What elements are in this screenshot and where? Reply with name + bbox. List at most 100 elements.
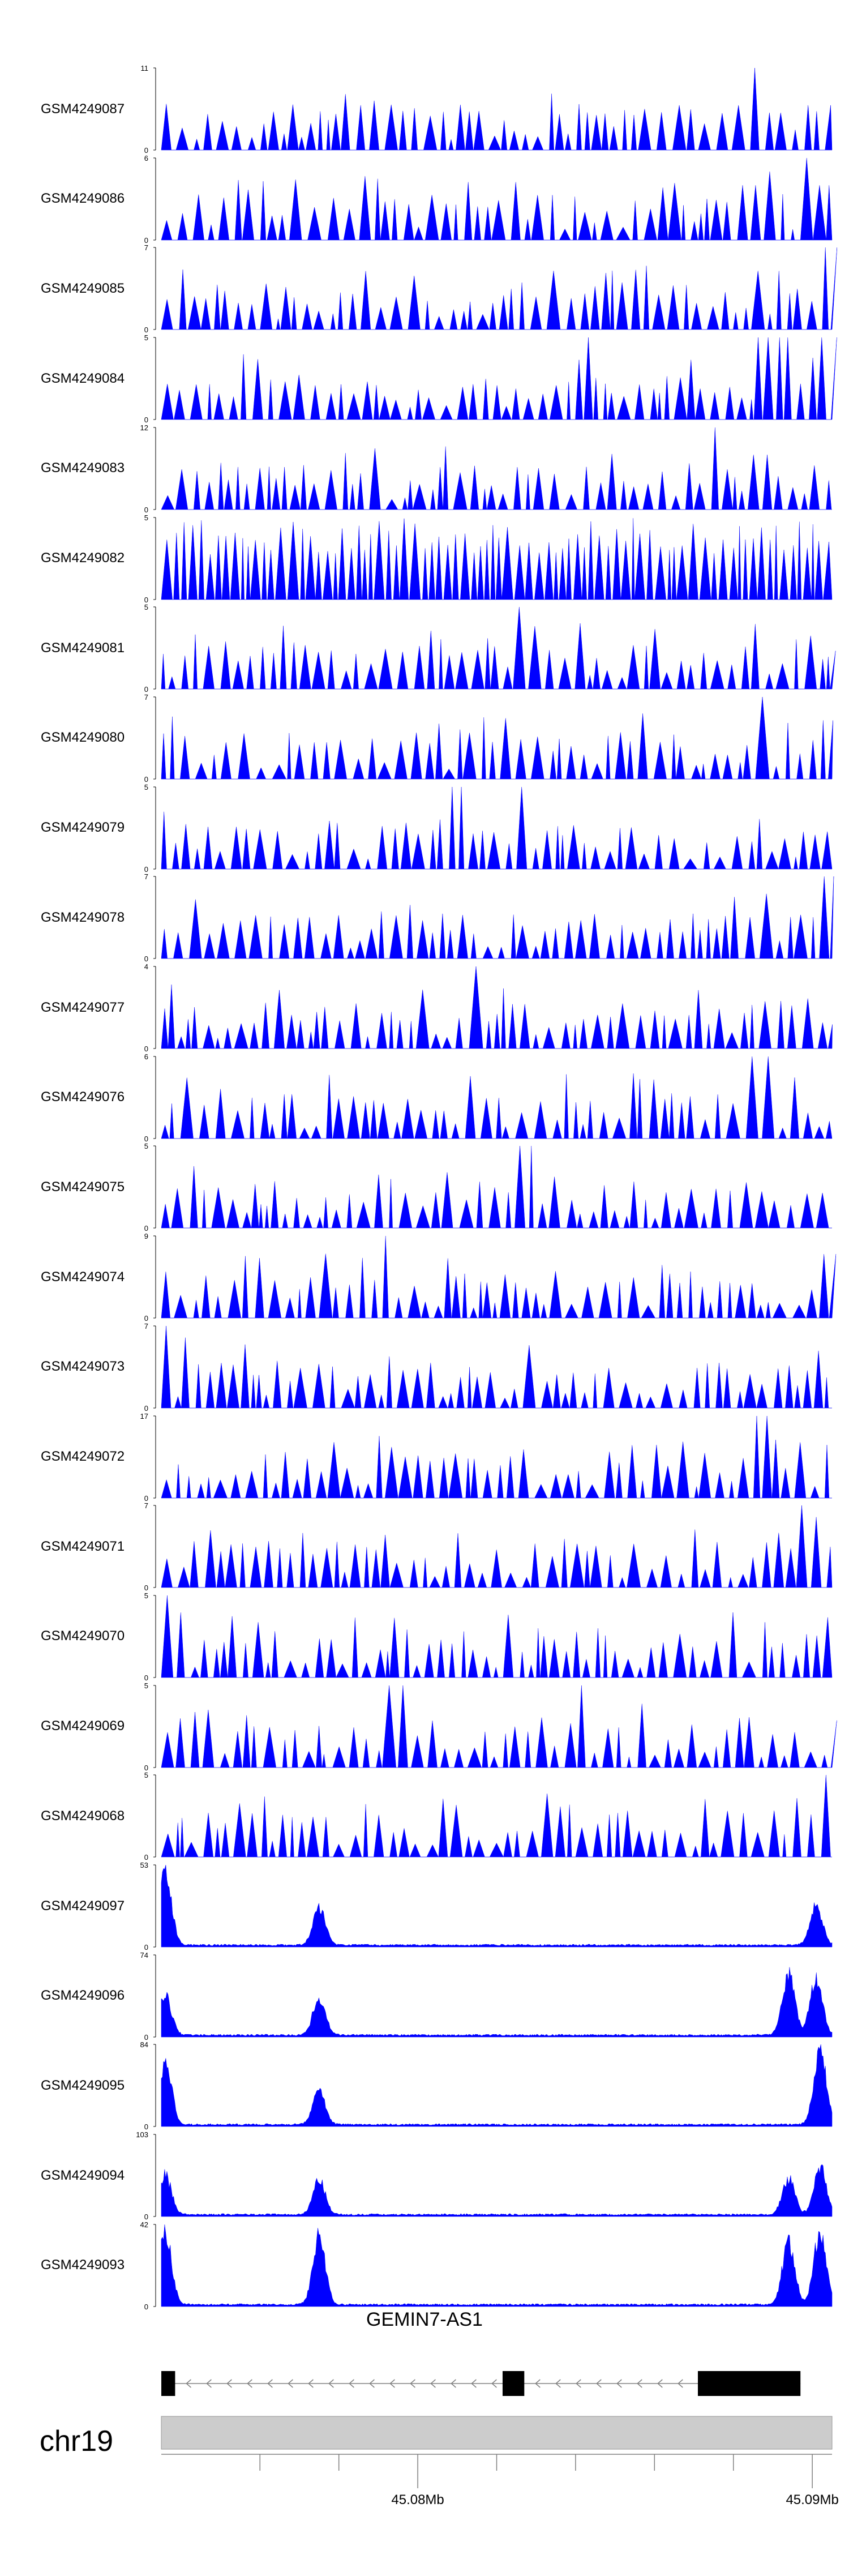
coverage-area-GSM4249097: [161, 1864, 833, 1948]
gene-exon: [698, 2371, 801, 2396]
y-tick-max-label: 12: [140, 423, 148, 432]
strand-arrow: [389, 2379, 395, 2388]
track-plot: 50: [144, 603, 836, 694]
y-tick-max-label: 7: [144, 1322, 148, 1330]
track-plot: 50: [144, 514, 833, 604]
y-tick-min-label: 0: [144, 236, 148, 245]
track-label: GSM4249094: [41, 2167, 125, 2183]
axis-tick-label: 45.08Mb: [391, 2492, 444, 2507]
track-label: GSM4249074: [41, 1269, 125, 1285]
strand-arrow: [657, 2379, 663, 2388]
coverage-area-GSM4249075: [161, 1146, 832, 1229]
y-tick-min-label: 0: [144, 146, 148, 155]
y-tick-min-label: 0: [144, 1764, 148, 1772]
track-plot: 74 0: [140, 1951, 833, 2042]
coverage-area-GSM4249074: [161, 1236, 837, 1319]
coverage-area-GSM4249073: [161, 1325, 832, 1409]
track-GSM4249073: GSM4249073 7 0: [0, 1317, 849, 1413]
track-plot: 70: [144, 693, 833, 784]
axis-tick-label: 45.09Mb: [786, 2492, 838, 2507]
track-label: GSM4249081: [41, 640, 125, 656]
coverage-area-GSM4249087: [161, 67, 833, 151]
strand-arrow: [451, 2379, 456, 2388]
y-tick-max-label: 5: [144, 1142, 148, 1150]
track-GSM4249077: GSM4249077 4 0: [0, 958, 849, 1053]
track-plot: 11 0: [141, 64, 833, 155]
strand-arrow: [555, 2379, 561, 2388]
y-tick-max-label: 42: [140, 2220, 148, 2229]
strand-arrow: [491, 2379, 497, 2388]
strand-arrow: [226, 2379, 232, 2388]
y-tick-min-label: 0: [144, 2123, 148, 2131]
coverage-area-GSM4249095: [161, 2044, 833, 2127]
track-GSM4249080: GSM4249080 7 0: [0, 688, 849, 784]
track-GSM4249097: GSM4249097 53 0: [0, 1856, 849, 1952]
y-tick-min-label: 0: [144, 1314, 148, 1323]
track-GSM4249070: GSM4249070 5 0: [0, 1587, 849, 1682]
track-plot: 50: [144, 1142, 832, 1233]
y-tick-min-label: 0: [144, 955, 148, 963]
track-GSM4249087: GSM4249087 11 0: [0, 59, 849, 155]
coverage-area-GSM4249096: [161, 1967, 833, 2037]
track-GSM4249081: GSM4249081 5 0: [0, 598, 849, 694]
track-plot: 103 0: [136, 2130, 833, 2221]
track-GSM4249095: GSM4249095 84 0: [0, 2036, 849, 2131]
track-plot: 60: [144, 154, 833, 245]
coverage-area-GSM4249079: [161, 786, 833, 869]
track-GSM4249084: GSM4249084 5 0: [0, 329, 849, 424]
gene-model: [161, 2371, 801, 2396]
coverage-area-GSM4249072: [161, 1415, 832, 1498]
track-GSM4249072: GSM4249072 17 0: [0, 1407, 849, 1503]
y-tick-min-label: 0: [144, 1224, 148, 1233]
coverage-area-GSM4249070: [161, 1595, 833, 1678]
y-tick-min-label: 0: [144, 326, 148, 334]
track-plot: 70: [144, 1322, 832, 1413]
y-tick-min-label: 0: [144, 1584, 148, 1592]
track-GSM4249086: GSM4249086 6 0: [0, 149, 849, 245]
coverage-area-GSM4249078: [161, 876, 834, 959]
strand-arrow: [637, 2379, 642, 2388]
chromosome-ideogram: [161, 2416, 833, 2450]
track-GSM4249075: GSM4249075 5 0: [0, 1137, 849, 1233]
gene-annotation-track: GEMIN7-AS1: [0, 2293, 849, 2406]
track-label: GSM4249076: [41, 1089, 125, 1105]
y-tick-max-label: 5: [144, 603, 148, 611]
strand-arrow: [247, 2379, 252, 2388]
y-tick-min-label: 0: [144, 416, 148, 424]
strand-arrow: [186, 2379, 191, 2388]
strand-arrow: [576, 2379, 581, 2388]
y-tick-min-label: 0: [144, 1494, 148, 1503]
track-plot: 40: [144, 962, 833, 1053]
track-label: GSM4249095: [41, 2077, 125, 2093]
track-label: GSM4249068: [41, 1808, 125, 1824]
coverage-area-GSM4249084: [161, 337, 837, 421]
strand-arrow: [471, 2379, 477, 2388]
track-label: GSM4249086: [41, 191, 125, 207]
track-label: GSM4249097: [41, 1898, 125, 1914]
strand-arrow: [430, 2379, 436, 2388]
track-GSM4249068: GSM4249068 5 0: [0, 1766, 849, 1862]
y-tick-max-label: 6: [144, 154, 148, 162]
track-label: GSM4249080: [41, 730, 125, 746]
y-tick-max-label: 84: [140, 2040, 148, 2049]
track-label: GSM4249073: [41, 1359, 125, 1375]
track-GSM4249085: GSM4249085 7 0: [0, 239, 849, 334]
y-tick-max-label: 4: [144, 962, 148, 971]
y-tick-max-label: 74: [140, 1951, 148, 1959]
y-tick-max-label: 7: [144, 1501, 148, 1510]
y-tick-min-label: 0: [144, 596, 148, 604]
strand-arrow: [535, 2379, 541, 2388]
track-GSM4249082: GSM4249082 5 0: [0, 509, 849, 604]
coverage-area-GSM4249082: [161, 517, 833, 600]
track-label: GSM4249072: [41, 1449, 125, 1464]
strand-arrow: [616, 2379, 622, 2388]
y-tick-max-label: 53: [140, 1861, 148, 1869]
track-GSM4249094: GSM4249094 103 0: [0, 2126, 849, 2221]
track-label: GSM4249083: [41, 460, 125, 476]
track-GSM4249083: GSM4249083 12 0: [0, 419, 849, 514]
strand-arrow: [288, 2379, 293, 2388]
track-GSM4249093: GSM4249093 42 0: [0, 2216, 849, 2311]
coverage-area-GSM4249083: [161, 427, 832, 510]
track-GSM4249069: GSM4249069 5 0: [0, 1677, 849, 1772]
strand-arrow: [349, 2379, 354, 2388]
